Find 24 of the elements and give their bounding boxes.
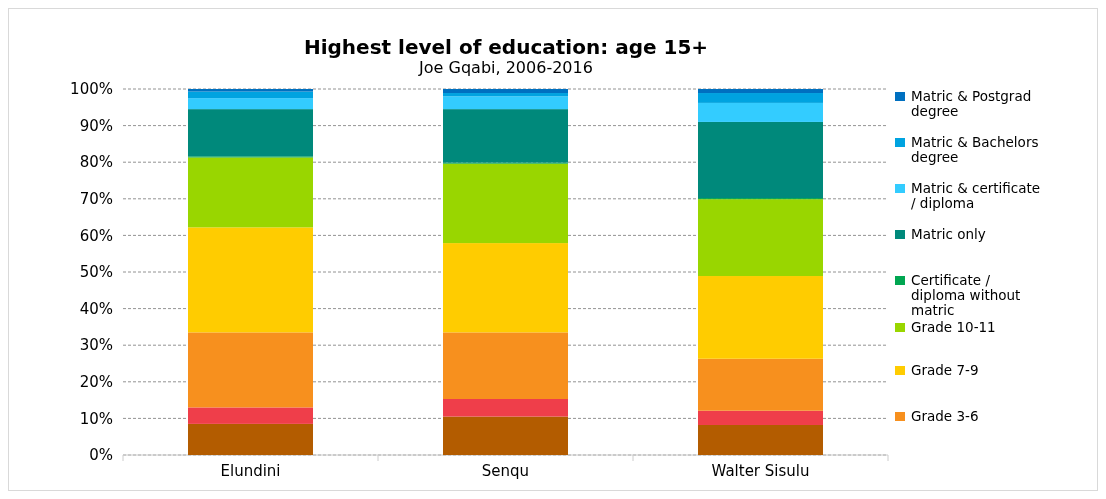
legend-label: Grade 3-6 [911, 408, 979, 424]
legend-label: Certificate / diploma without matric [911, 272, 1021, 318]
y-tick-label: 70% [79, 190, 113, 209]
y-tick-label: 30% [79, 336, 113, 355]
x-tick-label: Walter Sisulu [711, 462, 810, 480]
x-tick-label: Senqu [481, 462, 530, 480]
legend-label: Matric & certificate / diploma [911, 180, 1041, 211]
legend-label: Matric only [911, 226, 986, 242]
legend-label: Grade 7-9 [911, 362, 979, 378]
x-tick-label: Elundini [220, 462, 281, 480]
legend-label: Matric & Bachelors degree [911, 134, 1039, 165]
y-tick-label: 100% [70, 80, 113, 99]
legend-label: Grade 10-11 [911, 319, 996, 335]
y-tick-label: 20% [79, 373, 113, 392]
y-tick-label: 10% [79, 409, 113, 428]
y-tick-label: 40% [79, 299, 113, 318]
y-tick-label: 90% [79, 116, 113, 135]
y-tick-label: 80% [79, 153, 113, 172]
y-tick-label: 60% [79, 226, 113, 245]
y-tick-label: 50% [79, 263, 113, 282]
chart-title: Highest level of education: age 15+ [303, 35, 709, 59]
y-tick-label: 0% [89, 446, 113, 465]
legend-label: Matric & Postgrad degree [911, 88, 1032, 119]
chart-subtitle: Joe Gqabi, 2006-2016 [418, 58, 593, 77]
